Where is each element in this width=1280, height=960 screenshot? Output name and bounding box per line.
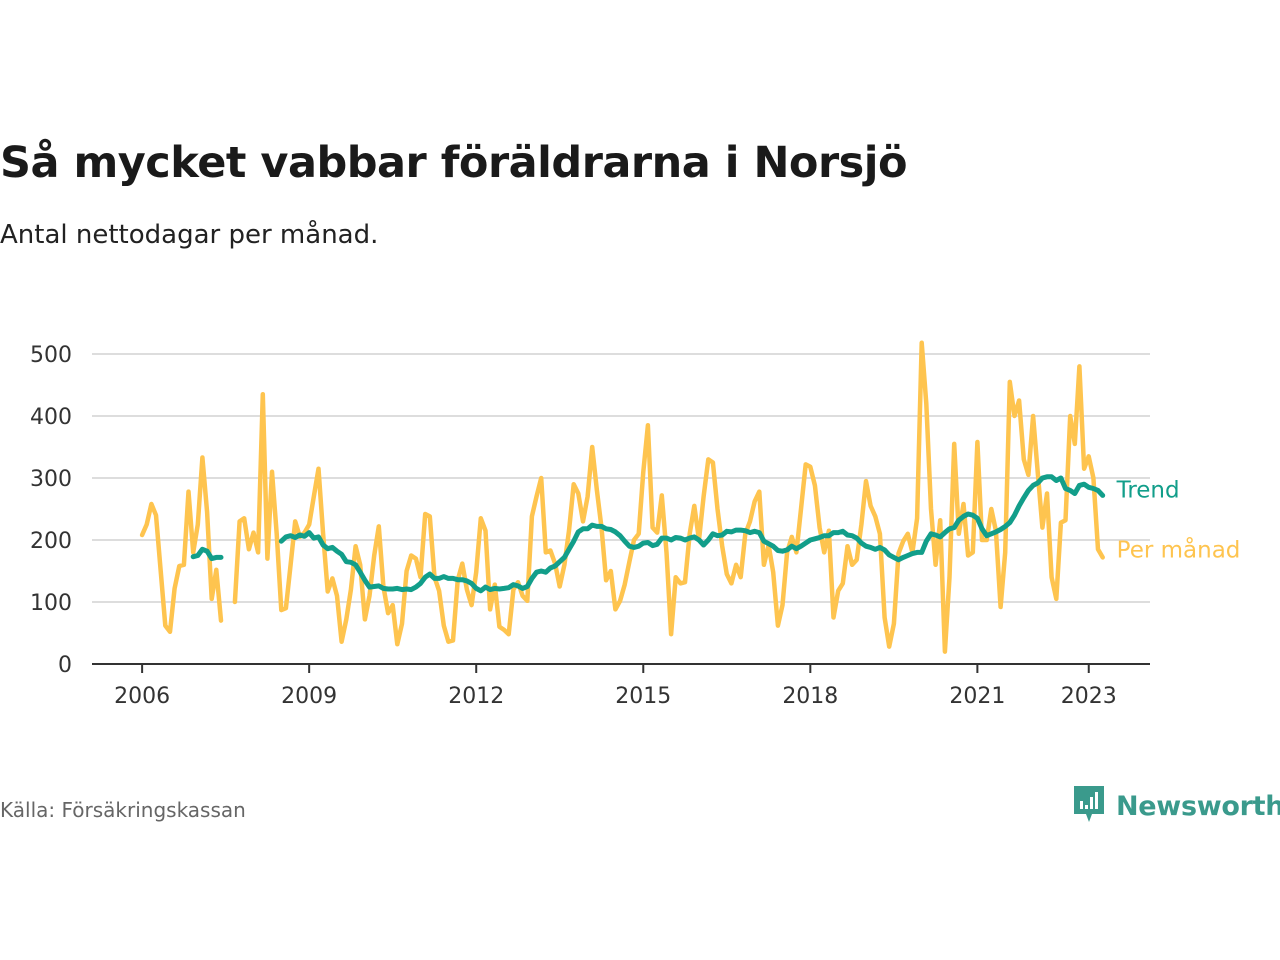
x-tick-label: 2015 (615, 684, 671, 709)
y-tick-label: 300 (30, 467, 72, 492)
y-axis: 0 100 200 300 400 500 (30, 343, 72, 678)
monthly-label: Per månad (1117, 535, 1241, 563)
chart-title: Så mycket vabbar föräldrarna i Norsjö (0, 138, 908, 188)
x-tick-label: 2023 (1061, 684, 1117, 709)
x-tick-label: 2018 (782, 684, 838, 709)
trend-label: Trend (1116, 477, 1180, 503)
trend-line (190, 474, 1106, 594)
brand-name: Newsworthy (1116, 790, 1280, 822)
y-tick-label: 400 (30, 405, 72, 430)
series-labels: Per månad Trend (1116, 477, 1241, 563)
newsworthy-logo-icon (1072, 784, 1106, 828)
series-lines (139, 340, 1106, 654)
x-tick-label: 2009 (281, 684, 337, 709)
source-note: Källa: Försäkringskassan (0, 798, 246, 822)
grid-lines (92, 353, 1150, 603)
brand-logo[interactable]: Newsworthy (1072, 786, 1280, 826)
x-tick-label: 2006 (114, 684, 170, 709)
x-tick-label: 2012 (448, 684, 504, 709)
chart-subtitle: Antal nettodagar per månad. (0, 220, 379, 250)
monthly-line (139, 340, 1105, 654)
x-tick-label: 2021 (949, 684, 1005, 709)
y-tick-label: 200 (30, 529, 72, 554)
x-axis: 2006 2009 2012 2015 2018 2021 2023 (114, 664, 1117, 709)
y-tick-label: 0 (58, 653, 72, 678)
y-tick-label: 100 (30, 591, 72, 616)
y-tick-label: 500 (30, 343, 72, 368)
